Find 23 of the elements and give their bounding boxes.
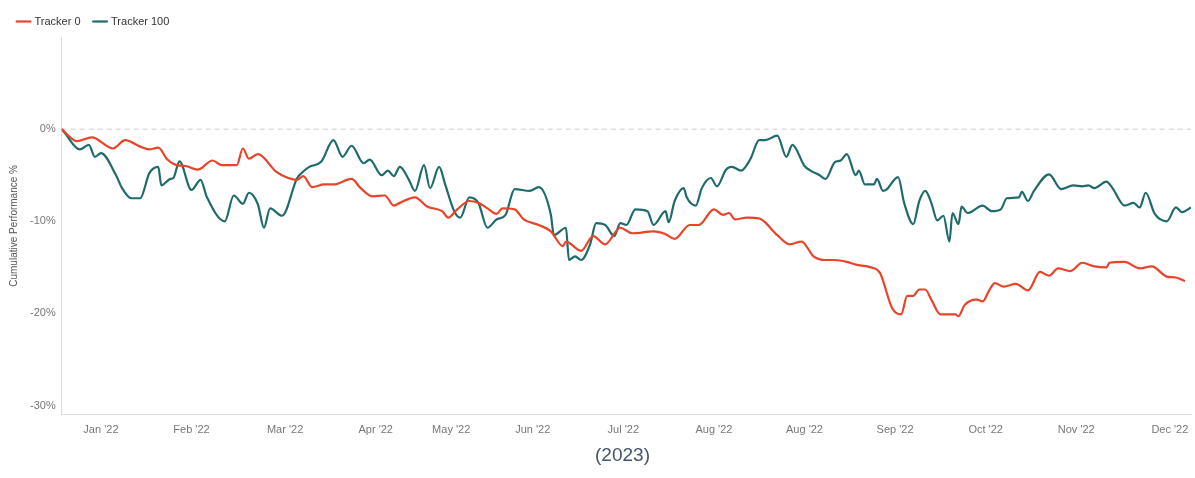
y-tick-label: -10% [29, 214, 56, 227]
x-tick-label: Aug '22 [695, 423, 733, 436]
x-tick-label: Oct '22 [968, 423, 1003, 436]
legend-label: Tracker 0 [34, 14, 81, 27]
x-tick-label: Apr '22 [358, 423, 393, 436]
y-tick-label: -30% [29, 398, 56, 411]
line-series [61, 128, 1187, 318]
y-tick-label: 0% [39, 122, 56, 135]
x-tick-label: Jan '22 [83, 423, 119, 436]
x-tick-label: Jun '22 [515, 423, 551, 436]
x-tick-label: Nov '22 [1057, 423, 1095, 436]
x-tick-label: Jul '22 [607, 423, 640, 436]
x-tick-label: Feb '22 [173, 423, 210, 436]
line-series [61, 128, 1191, 262]
text: (2023) [594, 443, 651, 467]
x-tick-label: Mar '22 [266, 423, 304, 436]
legend-label: Tracker 100 [111, 14, 170, 27]
y-axis-title: Cumulative Performance % [7, 164, 19, 287]
x-tick-label: Sep '22 [876, 423, 914, 436]
x-tick-label: Dec '22 [1151, 423, 1189, 436]
x-tick-label: May '22 [432, 423, 471, 436]
y-tick-label: -20% [29, 306, 56, 319]
x-tick-label: Aug '22 [786, 423, 823, 436]
